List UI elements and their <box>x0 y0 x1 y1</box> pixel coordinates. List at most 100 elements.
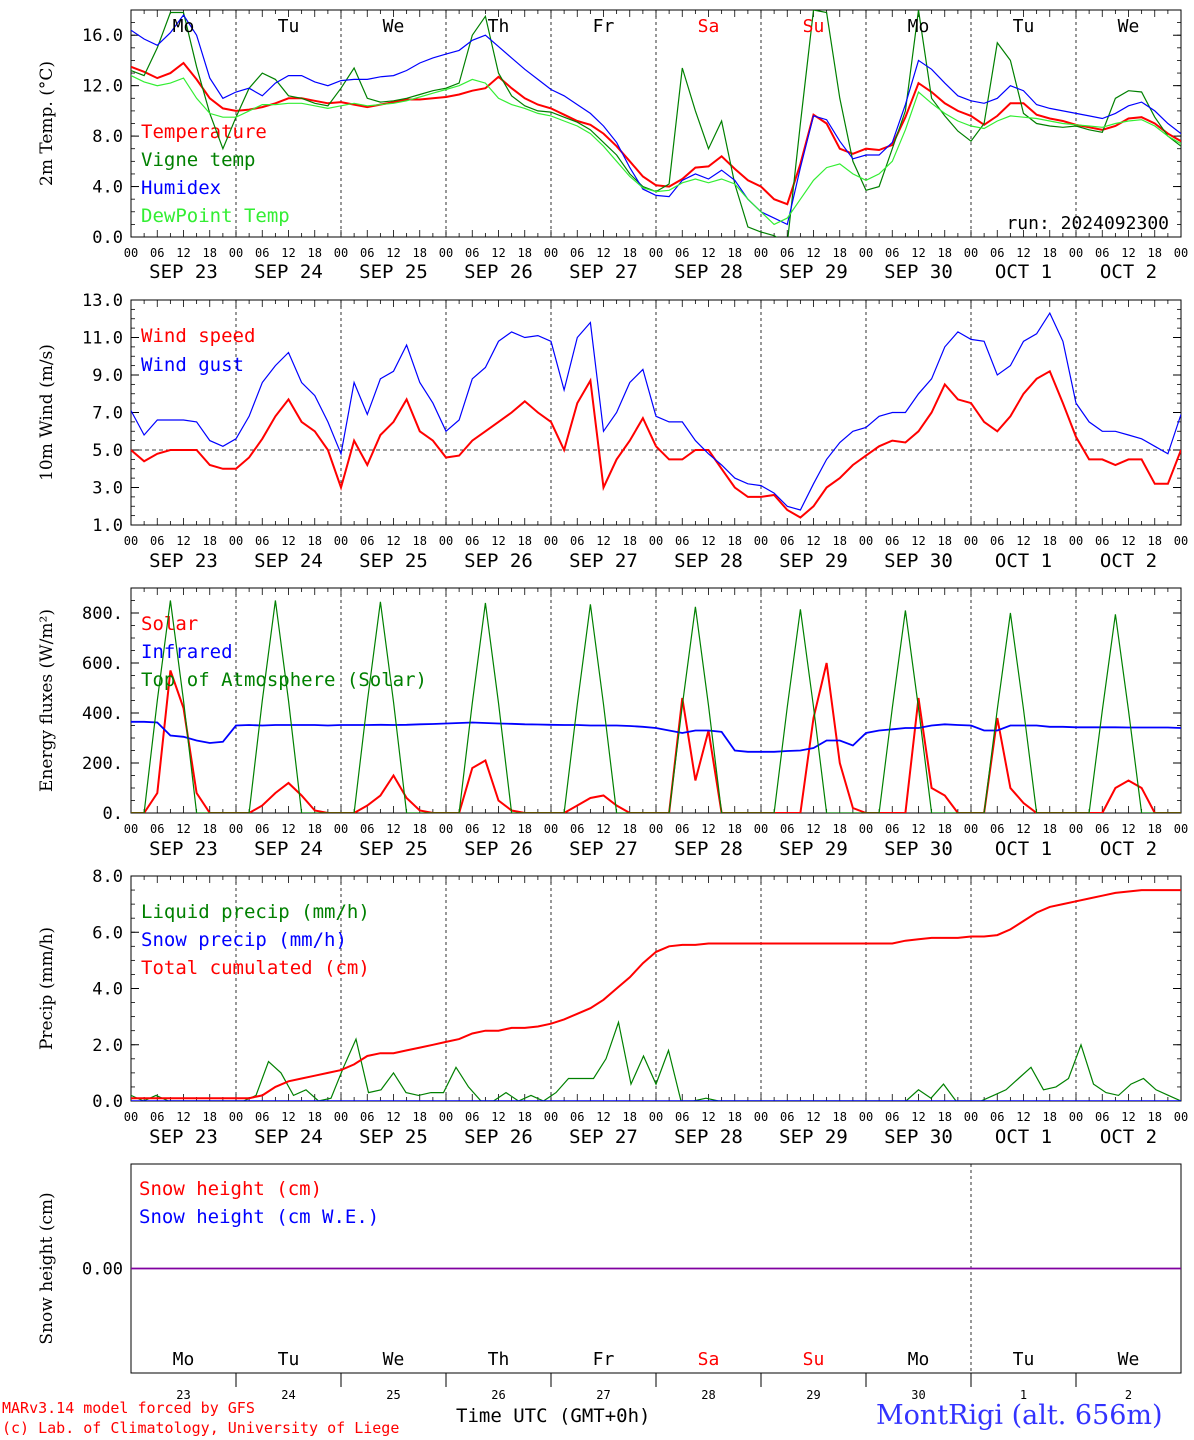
date-label: SEP 29 <box>779 1126 848 1148</box>
hour-tick-label: 12 <box>386 1110 400 1124</box>
hour-tick-label: 12 <box>596 1110 610 1124</box>
date-label: SEP 23 <box>149 550 218 572</box>
day-number-label: 29 <box>806 1388 820 1402</box>
date-label: SEP 30 <box>884 1126 953 1148</box>
date-label: SEP 25 <box>359 838 428 860</box>
hour-tick-label: 12 <box>911 246 925 260</box>
series-line-1 <box>131 369 1181 519</box>
weekday-label: Sa <box>698 16 720 37</box>
weekday-label: We <box>1118 16 1140 37</box>
hour-tick-label: 12 <box>806 822 820 836</box>
hour-tick-label: 18 <box>1043 822 1057 836</box>
plot-frame <box>130 299 1182 526</box>
y-axis-label: 10m Wind (m/s) <box>37 344 57 481</box>
time-axis-label: Time UTC (GMT+0h) <box>456 1405 651 1427</box>
hour-tick-label: 00 <box>754 246 768 260</box>
date-label: SEP 24 <box>254 261 323 283</box>
hour-tick-label: 06 <box>570 1110 584 1124</box>
hour-tick-label: 06 <box>570 246 584 260</box>
hour-tick-label: 12 <box>806 534 820 548</box>
hour-tick-label: 06 <box>885 822 899 836</box>
panel-3: 00 06 12 18 00 06 12 18 00 06 12 18 00 06 12 18 00 06 12 18… <box>37 587 1188 860</box>
hour-tick-label: 00 <box>334 246 348 260</box>
hour-tick-label: 18 <box>413 246 427 260</box>
hour-tick-label: 06 <box>990 1110 1004 1124</box>
date-label: SEP 30 <box>884 261 953 283</box>
date-label: SEP 23 <box>149 1126 218 1148</box>
hour-tick-label: 18 <box>1148 534 1162 548</box>
hour-tick-label: 00 <box>649 246 663 260</box>
hour-tick-label: 00 <box>229 534 243 548</box>
series-line-4 <box>131 75 1181 226</box>
date-label: SEP 27 <box>569 838 638 860</box>
date-label: SEP 26 <box>464 838 533 860</box>
hour-tick-label: 18 <box>413 1110 427 1124</box>
hour-tick-label: 12 <box>596 534 610 548</box>
hour-tick-label: 12 <box>281 822 295 836</box>
hour-tick-label: 12 <box>806 1110 820 1124</box>
day-number-label: 25 <box>386 1388 400 1402</box>
legend-entry: Total cumulated (cm) <box>141 957 370 979</box>
station-title: MontRigi (alt. 656m) <box>876 1400 1163 1431</box>
date-label: SEP 28 <box>674 550 743 572</box>
date-label: SEP 26 <box>464 550 533 572</box>
date-label: OCT 2 <box>1100 261 1157 283</box>
hour-tick-label: 18 <box>1148 1110 1162 1124</box>
weekday-label: Mo <box>908 1349 930 1370</box>
hour-tick-label: 00 <box>1069 246 1083 260</box>
weekday-label: We <box>1118 1349 1140 1370</box>
hour-tick-label: 12 <box>1016 1110 1030 1124</box>
day-number-label: 27 <box>596 1388 610 1402</box>
hour-tick-label: 06 <box>780 534 794 548</box>
series-line-1 <box>131 61 1181 206</box>
legend-entry: Top of Atmosphere (Solar) <box>141 669 427 691</box>
hour-tick-label: 18 <box>938 1110 952 1124</box>
ytick-label: 8.0 <box>92 867 123 887</box>
hour-tick-label: 12 <box>281 246 295 260</box>
legend-entry: Vigne temp <box>141 149 255 171</box>
hour-tick-label: 06 <box>885 246 899 260</box>
weekday-label: Th <box>488 16 510 37</box>
hour-tick-label: 12 <box>911 822 925 836</box>
hour-tick-label: 00 <box>859 534 873 548</box>
ytick-label: 9.0 <box>92 366 123 386</box>
hour-tick-label: 00 <box>754 1110 768 1124</box>
hour-tick-label: 06 <box>360 534 374 548</box>
weekday-label: Su <box>803 1349 825 1370</box>
date-label: SEP 28 <box>674 838 743 860</box>
hour-tick-label: 18 <box>308 1110 322 1124</box>
y-axis-label: Precip (mm/h) <box>37 927 57 1050</box>
hour-tick-label: 18 <box>518 246 532 260</box>
hour-tick-label: 00 <box>754 534 768 548</box>
hour-tick-label: 00 <box>964 246 978 260</box>
hour-tick-label: 06 <box>1095 534 1109 548</box>
ytick-label: 0.0 <box>92 1092 123 1112</box>
footer-credits: MARv3.14 model forced by GFS (c) Lab. of… <box>2 1398 399 1438</box>
weekday-label: Mo <box>908 16 930 37</box>
date-label: SEP 26 <box>464 1126 533 1148</box>
date-label: SEP 30 <box>884 838 953 860</box>
hour-tick-label: 12 <box>176 246 190 260</box>
date-label: OCT 1 <box>995 838 1052 860</box>
weekday-label: We <box>383 1349 405 1370</box>
legend-entry: Wind speed <box>141 325 255 347</box>
day-number-label: 30 <box>911 1388 925 1402</box>
hour-tick-label: 18 <box>728 534 742 548</box>
hour-tick-label: 06 <box>360 246 374 260</box>
hour-tick-label: 18 <box>518 534 532 548</box>
hour-tick-label: 06 <box>255 534 269 548</box>
y-axis-label: Energy fluxes (W/m²) <box>37 609 57 792</box>
weekday-label: Tu <box>1013 16 1035 37</box>
weekday-label: Su <box>803 16 825 37</box>
hour-tick-label: 06 <box>780 246 794 260</box>
hour-tick-label: 06 <box>465 246 479 260</box>
day-number-label: 24 <box>281 1388 295 1402</box>
hour-tick-label: 06 <box>150 246 164 260</box>
hour-tick-label: 00 <box>1174 822 1188 836</box>
hour-tick-label: 18 <box>623 534 637 548</box>
hour-tick-label: 18 <box>728 246 742 260</box>
hour-tick-label: 00 <box>1174 246 1188 260</box>
hour-tick-label: 18 <box>308 246 322 260</box>
hour-tick-label: 06 <box>780 822 794 836</box>
hour-tick-label: 06 <box>255 246 269 260</box>
